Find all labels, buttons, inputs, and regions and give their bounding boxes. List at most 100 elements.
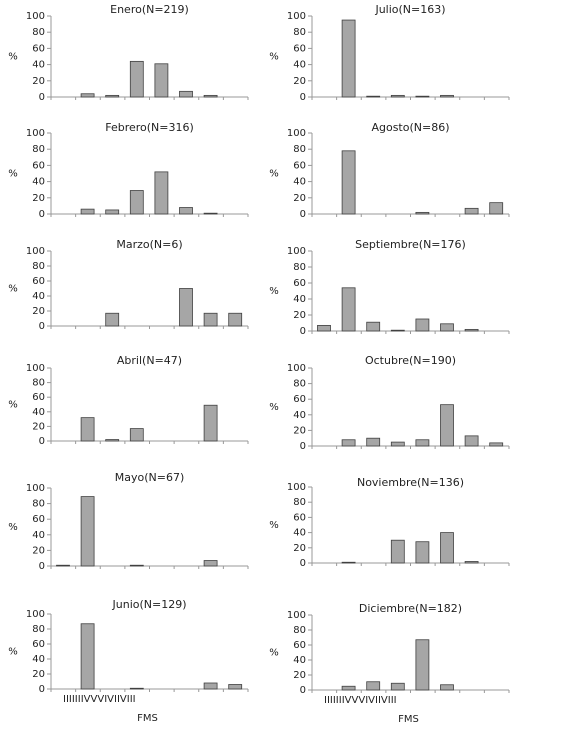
chart-title: Septiembre(N=176) xyxy=(355,238,466,251)
y-tick-label: 0 xyxy=(300,92,306,103)
y-tick-label: 20 xyxy=(32,545,45,556)
bar xyxy=(390,94,405,98)
x-axis-label: FMS xyxy=(398,714,419,725)
y-axis-label: % xyxy=(8,52,18,63)
y-tick-label: 100 xyxy=(287,610,306,621)
panel: Febrero(N=316)% 0 20 40 60 80 100 xyxy=(8,121,249,220)
y-tick-label: 100 xyxy=(26,363,45,374)
y-tick-label: 100 xyxy=(287,11,306,22)
bar xyxy=(415,211,430,215)
x-tick-label: VIII xyxy=(381,695,397,706)
bar xyxy=(464,435,479,447)
y-tick-label: 0 xyxy=(39,92,45,103)
y-tick-label: 0 xyxy=(300,209,306,220)
y-tick-label: 80 xyxy=(32,624,45,635)
y-tick-label: 40 xyxy=(32,407,45,418)
y-tick-label: 80 xyxy=(32,499,45,510)
x-tick-label: I xyxy=(63,694,66,705)
y-tick-label: 20 xyxy=(32,669,45,680)
y-tick-label: 0 xyxy=(39,209,45,220)
bar xyxy=(341,561,356,564)
y-tick-label: 40 xyxy=(32,177,45,188)
y-tick-label: 100 xyxy=(287,363,306,374)
y-tick-label: 40 xyxy=(293,60,306,71)
bar xyxy=(341,685,356,691)
y-tick-label: 60 xyxy=(293,394,306,405)
x-tick-label: VI xyxy=(97,694,107,705)
y-tick-label: 80 xyxy=(293,379,306,390)
y-axis-label: % xyxy=(8,284,18,295)
bar xyxy=(80,93,95,98)
panel: Mayo(N=67)% 0 20 40 60 80 100 xyxy=(8,471,249,572)
bar xyxy=(415,318,430,332)
y-tick-label: 0 xyxy=(39,436,45,447)
x-tick-label: III xyxy=(72,694,81,705)
bar xyxy=(390,329,405,332)
bar xyxy=(228,312,243,327)
chart-title: Febrero(N=316) xyxy=(105,121,194,134)
bar xyxy=(366,681,381,691)
bar xyxy=(366,321,381,332)
panel: Julio(N=163)% 0 20 40 60 80 100 xyxy=(269,3,510,103)
y-tick-label: 20 xyxy=(293,310,306,321)
panel: Abril(N=47)% 0 20 40 60 80 100 xyxy=(8,354,249,447)
y-tick-label: 100 xyxy=(26,11,45,22)
chart-title: Marzo(N=6) xyxy=(116,238,182,251)
bar xyxy=(203,212,218,215)
bar xyxy=(80,208,95,215)
y-tick-label: 60 xyxy=(32,639,45,650)
bar xyxy=(105,312,120,327)
y-tick-label: 60 xyxy=(293,512,306,523)
bar xyxy=(129,190,144,215)
y-tick-label: 80 xyxy=(293,625,306,636)
bar xyxy=(341,439,356,447)
bar xyxy=(341,287,356,332)
chart-title: Agosto(N=86) xyxy=(371,121,449,134)
y-tick-label: 100 xyxy=(26,246,45,257)
bar xyxy=(464,207,479,215)
y-axis-label: % xyxy=(8,400,18,411)
bar xyxy=(440,684,454,691)
y-tick-label: 100 xyxy=(287,482,306,493)
y-tick-label: 20 xyxy=(32,193,45,204)
y-tick-label: 60 xyxy=(293,278,306,289)
bar xyxy=(440,532,454,564)
bar xyxy=(129,687,144,690)
y-tick-label: 40 xyxy=(293,294,306,305)
y-tick-label: 0 xyxy=(300,326,306,337)
bar xyxy=(440,404,454,447)
bar xyxy=(415,541,430,564)
y-axis-label: % xyxy=(8,647,18,658)
y-axis-label: % xyxy=(269,169,279,180)
y-tick-label: 20 xyxy=(293,76,306,87)
y-tick-label: 60 xyxy=(293,43,306,54)
bar xyxy=(464,328,479,332)
bar xyxy=(105,94,120,98)
bar xyxy=(129,60,144,98)
bar xyxy=(80,623,95,690)
x-axis-label: FMS xyxy=(137,713,158,724)
bar xyxy=(415,639,430,691)
x-tick-label: VII xyxy=(368,695,381,706)
x-tick-label: IV xyxy=(81,694,91,705)
bar xyxy=(366,95,381,98)
bar xyxy=(341,150,356,215)
x-tick-label: V xyxy=(91,694,98,705)
bar xyxy=(203,682,218,690)
bar xyxy=(154,171,169,215)
bar xyxy=(390,441,405,447)
y-tick-label: 0 xyxy=(39,561,45,572)
bar xyxy=(129,564,144,567)
y-tick-label: 80 xyxy=(32,144,45,155)
y-tick-label: 60 xyxy=(32,43,45,54)
bar xyxy=(179,288,193,327)
y-tick-label: 80 xyxy=(293,27,306,38)
y-tick-label: 40 xyxy=(293,177,306,188)
y-tick-label: 20 xyxy=(32,76,45,87)
bar xyxy=(179,207,193,215)
y-axis-label: % xyxy=(269,520,279,531)
chart-title: Diciembre(N=182) xyxy=(359,602,462,615)
x-tick-label: I xyxy=(324,695,327,706)
y-axis-label: % xyxy=(269,52,279,63)
